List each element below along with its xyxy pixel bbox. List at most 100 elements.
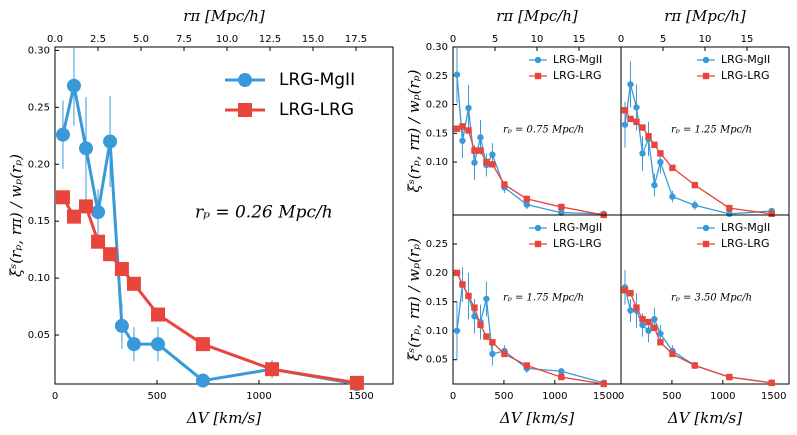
- data-point: [471, 313, 478, 320]
- legend-marker: [702, 240, 710, 248]
- y-tick-label: 0.15: [426, 128, 448, 139]
- annotation: rₚ = 1.25 Mpc/h: [671, 125, 752, 136]
- y-tick-label: 0.05: [426, 355, 448, 366]
- x-tick-label: 1000: [542, 391, 567, 402]
- legend-label: LRG-MgII: [721, 53, 770, 66]
- data-point: [471, 159, 478, 166]
- data-point: [453, 71, 461, 78]
- annotation: rₚ = 3.50 Mpc/h: [671, 293, 752, 304]
- data-point: [55, 190, 70, 205]
- legend-label: LRG-MgII: [553, 53, 602, 66]
- data-point: [639, 150, 646, 157]
- data-point: [639, 321, 646, 329]
- x-axis-label: ΔV [km/s]: [499, 409, 574, 427]
- data-point: [651, 141, 658, 149]
- x-tick-label: 1000: [710, 391, 735, 402]
- x2-tick-label: 15.0: [302, 34, 324, 45]
- data-point: [489, 339, 496, 346]
- data-point: [349, 375, 364, 390]
- data-point: [691, 181, 699, 189]
- data-point: [79, 141, 94, 156]
- data-point: [489, 151, 496, 158]
- y-axis-label: ξˢ(rₚ, rπ) / wₚ(rₚ): [405, 238, 423, 361]
- data-point: [489, 161, 496, 168]
- x-tick-label: 0: [450, 391, 456, 402]
- legend-label: LRG-LRG: [721, 69, 770, 82]
- y-tick-label: 0.20: [426, 100, 448, 111]
- x2-tick-label: 0: [618, 34, 624, 45]
- y-axis-label: ξˢ(rₚ, rπ) / wₚ(rₚ): [7, 154, 25, 277]
- series-line: [61, 85, 358, 386]
- x2-tick-label: 17.5: [345, 34, 367, 45]
- data-point: [91, 205, 106, 220]
- data-point: [195, 373, 210, 388]
- legend-marker: [702, 56, 710, 64]
- data-point: [558, 373, 565, 381]
- data-point: [768, 210, 775, 218]
- x-tick-label: 1500: [348, 391, 373, 402]
- data-point: [477, 134, 484, 141]
- data-point: [103, 134, 118, 149]
- data-point: [657, 158, 664, 166]
- y-tick-label: 0.15: [28, 216, 50, 227]
- x-tick-label: 0: [52, 391, 58, 402]
- series-line: [624, 84, 772, 215]
- x2-tick-label: 0.0: [47, 34, 63, 45]
- data-point: [651, 324, 658, 332]
- data-point: [645, 318, 652, 326]
- data-point: [657, 339, 664, 346]
- data-point: [627, 289, 634, 297]
- data-point: [501, 350, 508, 358]
- y-tick-label: 0.15: [426, 297, 448, 308]
- data-point: [126, 337, 141, 352]
- x2-tick-label: 7.5: [176, 34, 192, 45]
- data-point: [66, 78, 81, 93]
- x2-tick-label: 10.0: [216, 34, 238, 45]
- legend-marker: [534, 240, 542, 248]
- data-point: [459, 281, 466, 288]
- data-point: [621, 287, 629, 294]
- y-axis-label: ξˢ(rₚ, rπ) / wₚ(rₚ): [405, 69, 423, 192]
- x2-tick-label: 15: [741, 34, 754, 45]
- data-point: [627, 307, 634, 314]
- data-point: [477, 321, 484, 329]
- data-point: [669, 193, 676, 200]
- data-point: [465, 292, 472, 300]
- legend-label: LRG-LRG: [721, 237, 770, 250]
- data-point: [471, 147, 478, 154]
- legend-label: LRG-MgII: [279, 70, 355, 90]
- data-point: [501, 181, 508, 188]
- y-tick-label: 0.30: [28, 45, 50, 56]
- y-tick-label: 0.25: [426, 239, 448, 250]
- legend-marker: [238, 73, 252, 87]
- y-tick-label: 0.25: [426, 71, 448, 82]
- y-tick-label: 0.20: [28, 159, 50, 170]
- data-point: [633, 304, 640, 311]
- x2-tick-label: 5.0: [133, 34, 149, 45]
- data-point: [195, 337, 210, 352]
- data-point: [453, 327, 461, 334]
- data-point: [483, 333, 490, 340]
- data-point: [669, 350, 676, 358]
- data-point: [621, 107, 629, 114]
- data-point: [126, 276, 141, 291]
- data-point: [726, 204, 733, 212]
- y-tick-label: 0.10: [426, 326, 448, 337]
- data-point: [600, 380, 607, 388]
- y-tick-label: 0.05: [28, 330, 50, 341]
- x2-axis-label: rπ [Mpc/h]: [496, 7, 578, 25]
- annotation: rₚ = 0.26 Mpc/h: [195, 203, 333, 223]
- legend-marker: [534, 224, 542, 232]
- series-line: [456, 272, 604, 385]
- data-point: [103, 247, 118, 262]
- data-point: [657, 330, 664, 337]
- x-tick-label: 0: [618, 391, 624, 402]
- data-point: [639, 315, 646, 323]
- data-point: [483, 295, 490, 303]
- legend-marker: [534, 72, 542, 80]
- data-point: [459, 123, 466, 130]
- legend-label: LRG-LRG: [553, 237, 602, 250]
- legend-label: LRG-MgII: [721, 221, 770, 234]
- y-tick-label: 0.20: [426, 268, 448, 279]
